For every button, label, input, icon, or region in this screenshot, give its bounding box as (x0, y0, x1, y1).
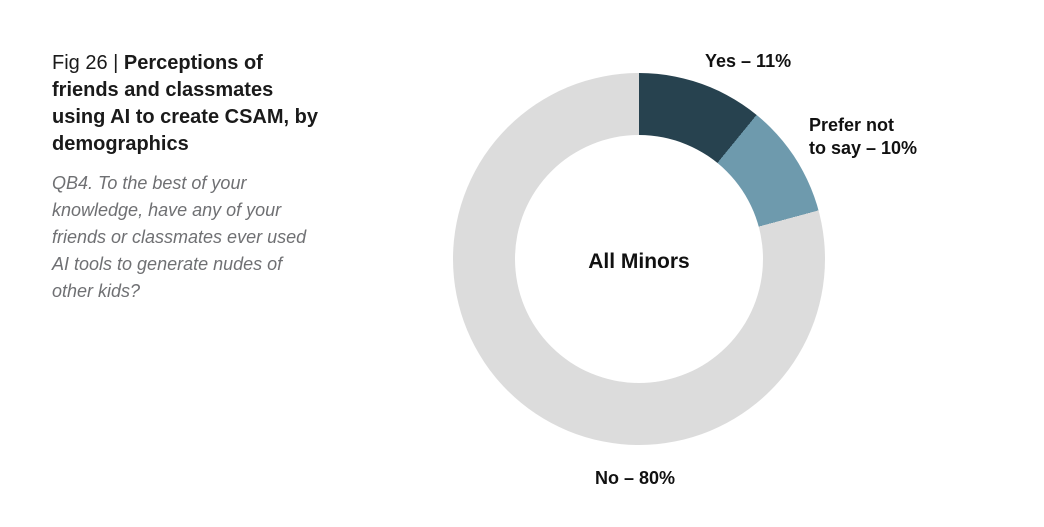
donut-center-label: All Minors (588, 250, 690, 273)
figure-title-text: Perceptions of friends and classmates us… (52, 52, 318, 155)
slice-label-prefer-not-to-say: Prefer not to say – 10% (809, 115, 918, 158)
figure-title-block: Fig 26 | Perceptions of friends and clas… (52, 50, 402, 305)
slice-label-no: No – 80% (595, 468, 676, 488)
donut-hole (515, 135, 763, 383)
donut-chart: All Minors (453, 73, 825, 445)
figure-title: Fig 26 | Perceptions of friends and clas… (52, 50, 402, 158)
figure-number-label: Fig 26 | (52, 52, 124, 74)
slice-label-yes: Yes – 11% (705, 51, 792, 71)
figure-subtitle-question: QB4. To the best of your knowledge, have… (52, 173, 307, 301)
